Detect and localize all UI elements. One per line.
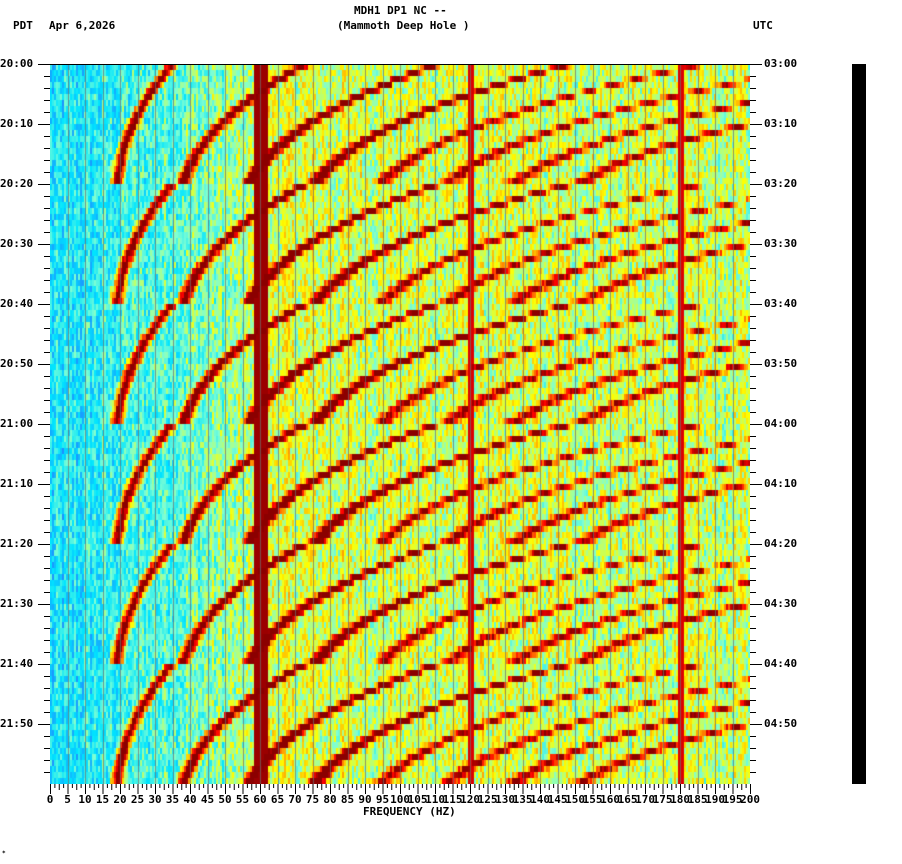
x-tick-label: 35: [165, 793, 180, 806]
x-tick-label: 85: [340, 793, 355, 806]
x-tick-label: 115: [442, 793, 463, 806]
x-tick-label: 130: [495, 793, 515, 806]
x-tick-label: 135: [512, 793, 533, 806]
y-tick-label-left: 21:40: [0, 657, 34, 670]
x-tick-label: 160: [600, 793, 620, 806]
y-tick-label-right: 03:40: [764, 297, 798, 310]
y-tick-label-left: 20:40: [0, 297, 34, 310]
x-tick-label: 80: [323, 793, 337, 806]
y-tick-label-right: 03:10: [764, 117, 798, 130]
y-tick-label-right: 04:40: [764, 657, 798, 670]
y-tick-label-right: 04:20: [764, 537, 798, 550]
station-title: MDH1 DP1 NC --: [354, 4, 447, 17]
x-tick-label: 195: [722, 793, 743, 806]
y-tick-label-right: 03:30: [764, 237, 798, 250]
x-axis-title: FREQUENCY (HZ): [363, 805, 456, 818]
amplitude-scale-bar: [852, 64, 866, 784]
y-tick-label-left: 21:30: [0, 597, 34, 610]
site-name: (Mammoth Deep Hole ): [337, 19, 470, 32]
spectrogram-plot: [50, 64, 750, 784]
x-tick-label: 40: [183, 793, 197, 806]
y-tick-label-right: 03:00: [764, 57, 798, 70]
x-tick-label: 175: [652, 793, 673, 806]
left-timezone: PDT: [13, 19, 33, 32]
x-tick-label: 125: [477, 793, 498, 806]
x-tick-label: 200: [740, 793, 760, 806]
x-tick-label: 95: [375, 793, 390, 806]
x-tick-label: 25: [130, 793, 145, 806]
x-tick-label: 90: [358, 793, 372, 806]
y-tick-label-left: 20:00: [0, 57, 34, 70]
x-tick-label: 145: [547, 793, 568, 806]
y-tick-label-left: 21:50: [0, 717, 34, 730]
y-tick-label-left: 20:30: [0, 237, 34, 250]
x-tick-label: 185: [687, 793, 708, 806]
x-tick-label: 170: [635, 793, 655, 806]
x-tick-label: 110: [425, 793, 445, 806]
x-tick-label: 140: [530, 793, 550, 806]
x-tick-label: 190: [705, 793, 725, 806]
x-tick-label: 10: [78, 793, 92, 806]
y-tick-label-left: 21:20: [0, 537, 34, 550]
y-tick-label-left: 21:00: [0, 417, 34, 430]
x-tick-label: 45: [200, 793, 215, 806]
y-tick-label-left: 20:20: [0, 177, 34, 190]
x-tick-label: 50: [218, 793, 232, 806]
x-tick-label: 5: [64, 793, 71, 806]
date-label: Apr 6,2026: [49, 19, 116, 32]
x-tick-label: 55: [235, 793, 250, 806]
x-tick-label: 65: [270, 793, 285, 806]
x-tick-label: 60: [253, 793, 267, 806]
footer-mark: *: [2, 850, 6, 857]
y-tick-label-right: 03:20: [764, 177, 798, 190]
plot-frame: [50, 64, 750, 784]
x-tick-label: 165: [617, 793, 638, 806]
y-tick-label-right: 04:10: [764, 477, 798, 490]
y-tick-label-right: 03:50: [764, 357, 798, 370]
x-tick-label: 120: [460, 793, 480, 806]
y-tick-label-left: 20:10: [0, 117, 34, 130]
x-tick-label: 155: [582, 793, 603, 806]
x-tick-label: 105: [407, 793, 428, 806]
right-timezone: UTC: [753, 19, 773, 32]
y-tick-label-left: 21:10: [0, 477, 34, 490]
x-tick-label: 180: [670, 793, 690, 806]
y-tick-label-right: 04:00: [764, 417, 798, 430]
x-tick-label: 20: [113, 793, 127, 806]
x-tick-label: 100: [390, 793, 410, 806]
x-tick-label: 0: [46, 793, 54, 806]
x-tick-label: 15: [95, 793, 110, 806]
y-tick-label-right: 04:50: [764, 717, 798, 730]
y-tick-label-left: 20:50: [0, 357, 34, 370]
x-tick-label: 70: [288, 793, 302, 806]
x-tick-label: 75: [305, 793, 320, 806]
y-tick-label-right: 04:30: [764, 597, 798, 610]
x-tick-label: 30: [148, 793, 162, 806]
x-tick-label: 150: [565, 793, 585, 806]
